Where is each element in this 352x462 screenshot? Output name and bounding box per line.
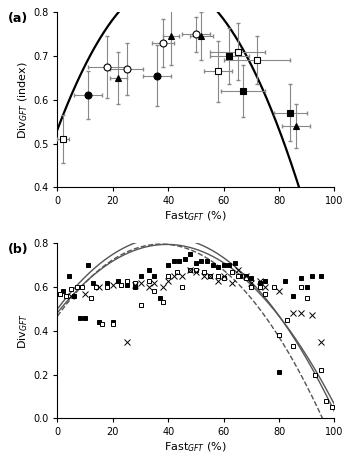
X-axis label: Fast$_{GFT}$ (%): Fast$_{GFT}$ (%) [164,209,227,223]
Text: (b): (b) [8,243,28,256]
X-axis label: Fast$_{GFT}$ (%): Fast$_{GFT}$ (%) [164,440,227,454]
Text: (a): (a) [8,12,28,25]
Y-axis label: Div$_{GFT}$: Div$_{GFT}$ [17,313,30,349]
Y-axis label: Div$_{GFT}$ (index): Div$_{GFT}$ (index) [17,61,30,139]
